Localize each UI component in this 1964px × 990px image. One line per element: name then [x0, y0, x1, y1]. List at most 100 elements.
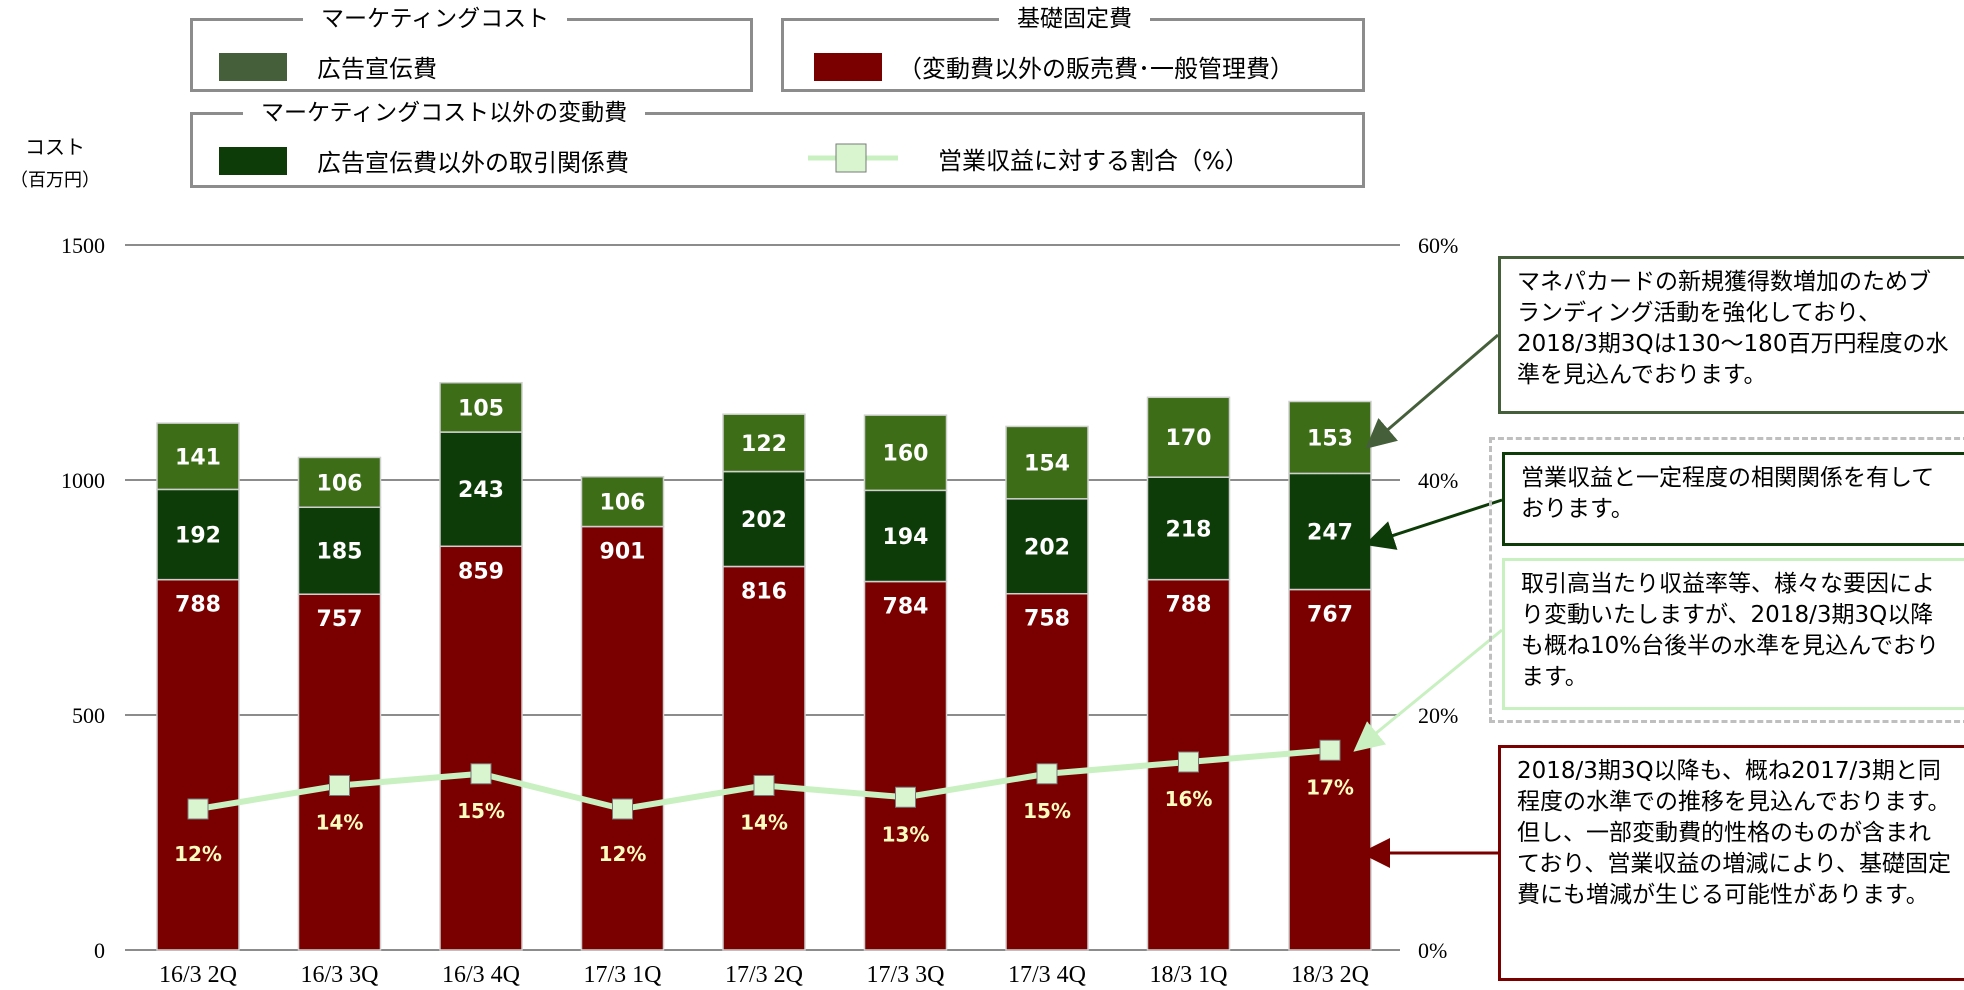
bar-value-label: 767	[1307, 603, 1353, 628]
ratio-value-label: 15%	[1023, 799, 1071, 823]
bar-value-label: 122	[741, 432, 787, 457]
note-variable-text: 営業収益と一定程度の相関関係を有しております。	[1521, 465, 1935, 522]
y-tick-label: 0	[94, 938, 105, 963]
ratio-value-label: 16%	[1165, 787, 1213, 811]
bar-fixed-cost	[156, 578, 240, 951]
legend-fixed-swatch	[814, 52, 882, 81]
bar-fixed-cost	[722, 565, 806, 951]
legend-variable-item: 広告宣伝費以外の取引関係費	[219, 143, 629, 178]
ratio-marker	[895, 786, 916, 808]
bar-variable-cost	[1288, 472, 1372, 591]
ratio-value-label: 13%	[882, 822, 930, 846]
legend-fixed-item: （変動費以外の販売費･一般管理費）	[814, 49, 1294, 84]
ratio-marker	[470, 763, 492, 785]
x-tick-label: 16/3 2Q	[159, 962, 237, 988]
bar-value-label: 160	[883, 442, 929, 467]
bar-value-label: 193	[600, 408, 646, 433]
legend-marketing-box: マーケティングコスト 広告宣伝費	[190, 4, 753, 92]
note-fixed-text: 2018/3期3Q以降も、概ね2017/3期と同程度の水準での推移を見込んでおり…	[1517, 758, 1952, 908]
x-tick-label: 16/3 3Q	[301, 962, 379, 988]
bar-fixed-cost	[580, 525, 665, 951]
bar-value-label: 757	[317, 607, 363, 632]
bar-value-label: 859	[458, 559, 504, 584]
ratio-marker	[753, 775, 775, 796]
x-tick-label: 17/3 4Q	[1008, 962, 1086, 988]
note-marketing: マネパカードの新規獲得数増加のためブランディング活動を強化しており、2018/3…	[1498, 256, 1964, 414]
x-tick-label: 17/3 3Q	[867, 962, 945, 988]
bar-value-label: 247	[1307, 520, 1353, 545]
legend-ratio-label: 営業収益に対する割合（%）	[938, 146, 1249, 175]
ratio-value-label: 12%	[599, 842, 647, 866]
ratio-marker	[1319, 739, 1341, 761]
ratio-marker	[329, 775, 350, 796]
note-dashed-frame	[1489, 437, 1964, 723]
bar-value-label: 784	[883, 595, 929, 620]
legend-variable-title: マーケティングコスト以外の変動費	[243, 98, 646, 128]
bar-variable-cost	[863, 489, 948, 583]
bar-value-label: 192	[175, 524, 221, 549]
bar-fixed-cost	[863, 580, 948, 951]
y2-tick-label: 20%	[1418, 703, 1458, 728]
bar-marketing-cost	[863, 414, 948, 492]
bar-value-label: 185	[317, 540, 363, 565]
ratio-value-label: 15%	[457, 799, 505, 823]
bar-variable-cost	[1146, 476, 1231, 581]
note-ratio-text: 取引高当たり収益率等、様々な要因により変動いたしますが、2018/3期3Q以降も…	[1521, 571, 1939, 690]
y-axis-unit-sub: （百万円）	[10, 170, 100, 191]
bar-value-label: 202	[1024, 535, 1070, 560]
y2-tick-label: 0%	[1418, 938, 1447, 963]
note-fixed: 2018/3期3Q以降も、概ね2017/3期と同程度の水準での推移を見込んでおり…	[1498, 745, 1964, 981]
legend-marketing-title: マーケティングコスト	[303, 4, 568, 34]
ratio-value-label: 14%	[740, 811, 788, 835]
ratio-value-label: 14%	[316, 811, 364, 835]
legend-ratio-symbol	[808, 143, 898, 173]
ratio-marker	[187, 798, 209, 820]
bar-value-label: 106	[600, 491, 646, 516]
bar-variable-cost	[722, 470, 806, 568]
legend-fixed-box: 基礎固定費 （変動費以外の販売費･一般管理費）	[781, 4, 1365, 92]
bar-value-label: 816	[741, 579, 787, 604]
y-tick-label: 1000	[61, 468, 105, 493]
bar-value-label: 788	[1166, 593, 1212, 618]
y2-tick-label: 40%	[1418, 468, 1458, 493]
bar-value-label: 170	[1166, 426, 1212, 451]
bar-value-label: 141	[175, 445, 221, 470]
legend-variable-label: 広告宣伝費以外の取引関係費	[317, 149, 629, 177]
bar-fixed-cost	[297, 593, 382, 951]
note-ratio: 取引高当たり収益率等、様々な要因により変動いたしますが、2018/3期3Q以降も…	[1502, 558, 1964, 710]
bar-marketing-cost	[1288, 400, 1372, 475]
note-ratio-arrow	[1353, 628, 1503, 752]
bar-value-label: 105	[458, 396, 504, 421]
x-tick-label: 18/3 1Q	[1150, 962, 1228, 988]
y-tick-label: 500	[72, 703, 105, 728]
legend-fixed-title: 基礎固定費	[999, 4, 1150, 34]
y2-tick-label: 60%	[1418, 233, 1458, 258]
bar-marketing-cost	[439, 381, 523, 433]
legend-marketing-label: 広告宣伝費	[317, 55, 437, 83]
x-tick-label: 17/3 1Q	[584, 962, 662, 988]
y-axis-unit: コスト （百万円）	[0, 130, 110, 198]
bar-value-label: 153	[1307, 426, 1353, 451]
legend-variable-swatch	[219, 146, 287, 175]
bar-value-label: 758	[1024, 607, 1070, 632]
ratio-value-label: 12%	[174, 842, 222, 866]
x-tick-label: 17/3 2Q	[725, 962, 803, 988]
bar-value-label: 106	[317, 471, 363, 496]
note-marketing-arrow	[1365, 333, 1499, 449]
y-axis-unit-title: コスト	[25, 135, 85, 159]
ratio-marker	[1178, 751, 1199, 773]
note-variable: 営業収益と一定程度の相関関係を有しております。	[1502, 452, 1964, 546]
bar-variable-cost	[1005, 498, 1089, 595]
bar-marketing-cost	[722, 413, 806, 473]
x-tick-label: 18/3 2Q	[1291, 962, 1369, 988]
bar-marketing-cost	[580, 475, 665, 528]
bar-value-label: 154	[1024, 452, 1070, 477]
bar-value-label: 243	[458, 478, 504, 503]
legend-variable-box: マーケティングコスト以外の変動費 広告宣伝費以外の取引関係費 営業収益に対する割…	[190, 98, 1365, 188]
bar-marketing-cost	[297, 456, 382, 509]
x-tick-label: 16/3 4Q	[442, 962, 520, 988]
legend-marketing-swatch	[219, 52, 287, 81]
bar-value-label: 901	[600, 540, 646, 565]
ratio-value-label: 17%	[1306, 775, 1354, 799]
bar-marketing-cost	[1005, 425, 1089, 500]
